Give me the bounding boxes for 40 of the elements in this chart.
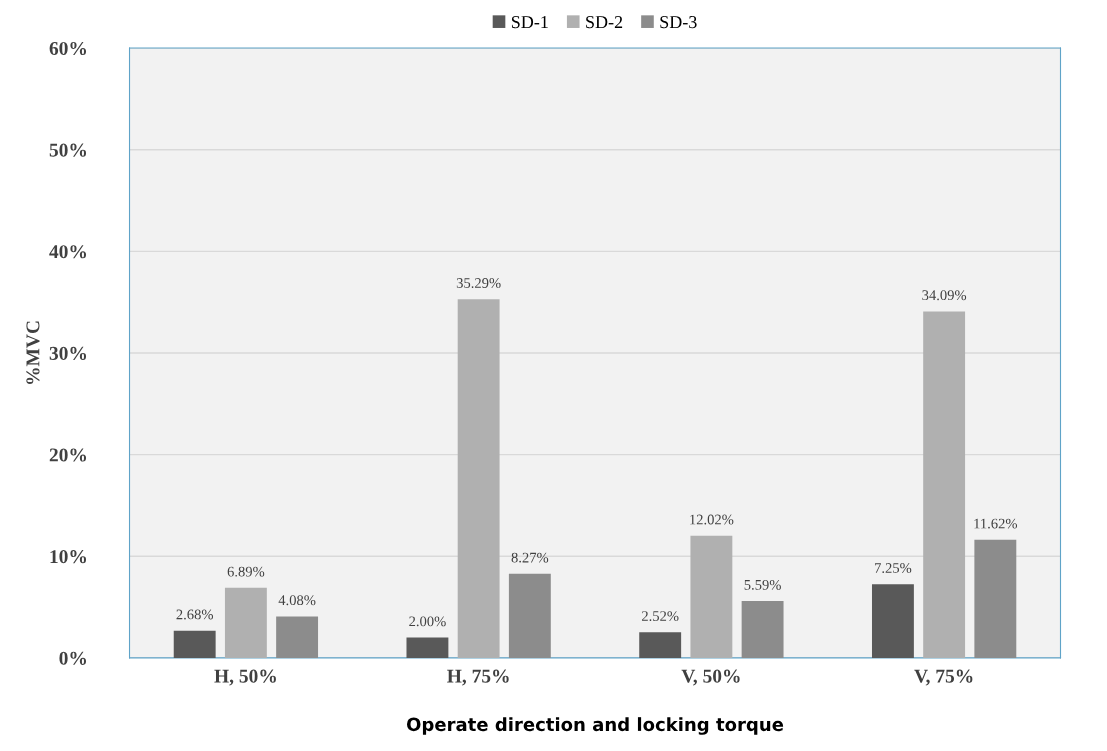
data-label: 12.02% bbox=[690, 514, 734, 525]
data-label: 5.59% bbox=[744, 579, 781, 590]
y-tick-label: 30% bbox=[49, 346, 87, 360]
data-label: 34.09% bbox=[922, 290, 967, 301]
y-axis-title: %MVC bbox=[26, 321, 40, 384]
data-label: 35.29% bbox=[456, 278, 501, 288]
y-tick-label: 20% bbox=[49, 448, 87, 462]
x-tick-label: V, 75% bbox=[914, 669, 973, 686]
y-tick-label: 0% bbox=[59, 651, 87, 665]
bar bbox=[690, 535, 733, 658]
x-tick-label: H, 50% bbox=[214, 669, 276, 686]
legend-label: SD-2 bbox=[586, 16, 623, 29]
data-label: 7.25% bbox=[875, 563, 912, 573]
bar bbox=[974, 539, 1017, 658]
legend-label: SD-3 bbox=[660, 16, 697, 29]
data-label: 6.89% bbox=[227, 566, 265, 577]
y-tick-label: 10% bbox=[50, 550, 87, 564]
bar bbox=[276, 616, 319, 658]
bar bbox=[457, 299, 500, 658]
data-label: 2.52% bbox=[641, 611, 679, 622]
data-label: 4.08% bbox=[278, 595, 316, 606]
y-tick-label: 40% bbox=[49, 245, 87, 259]
data-label: 11.62% bbox=[974, 518, 1018, 529]
data-label: 2.68% bbox=[176, 609, 214, 620]
bar bbox=[639, 632, 682, 658]
x-tick-label: V, 50% bbox=[681, 669, 740, 686]
bar bbox=[923, 311, 966, 658]
bar bbox=[224, 587, 267, 658]
bar bbox=[406, 637, 449, 658]
legend-label: SD-1 bbox=[511, 16, 548, 29]
bar bbox=[173, 630, 216, 658]
x-axis-title: Operate direction and locking torque bbox=[406, 717, 784, 735]
data-label: 2.00% bbox=[409, 616, 446, 627]
y-tick-label: 60% bbox=[49, 41, 87, 56]
bar bbox=[508, 573, 551, 658]
bar bbox=[741, 601, 784, 658]
x-tick-label: H, 75% bbox=[447, 669, 509, 686]
bar bbox=[871, 584, 914, 658]
y-tick-label: 50% bbox=[49, 143, 87, 157]
data-label: 8.27% bbox=[511, 552, 549, 563]
